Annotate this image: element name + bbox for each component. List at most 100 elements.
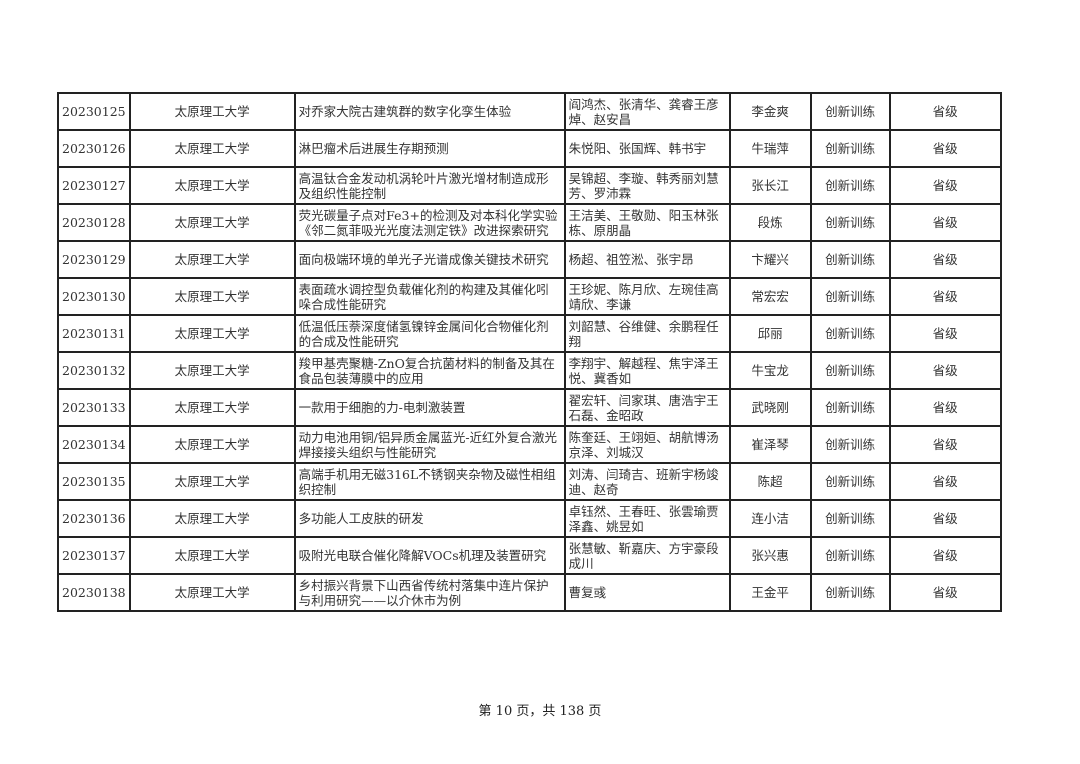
members-cell: 杨超、祖笠淞、张宇昂 (563, 240, 731, 279)
school-cell: 太原理工大学 (128, 536, 296, 575)
project-level-cell: 省级 (888, 166, 1002, 205)
table-row: 20230128 太原理工大学 荧光碳量子点对Fe3+的检测及对本科化学实验《邻二氮… (57, 203, 1002, 242)
project-name-cell: 动力电池用铜/铝异质金属蓝光-近红外复合激光焊接接头组织与性能研究 (293, 425, 566, 464)
table-row: 20230131 太原理工大学 低温低压萘深度储氢镍锌金属间化合物催化剂的合成及性能… (57, 314, 1002, 353)
project-id-cell: 20230133 (57, 388, 131, 427)
advisor-cell: 段炼 (728, 203, 812, 242)
school-cell: 太原理工大学 (128, 499, 296, 538)
project-level-cell: 省级 (888, 425, 1002, 464)
table-row: 20230137 太原理工大学 吸附光电联合催化降解VOCs机理及装置研究 张慧敏、靳… (57, 536, 1002, 575)
table-row: 20230132 太原理工大学 羧甲基壳聚糖-ZnO复合抗菌材料的制备及其在食品包装… (57, 351, 1002, 390)
project-level-cell: 省级 (888, 573, 1002, 612)
table-row: 20230129 太原理工大学 面向极端环境的单光子光谱成像关键技术研究 杨超、祖笠淞… (57, 240, 1002, 279)
project-level-cell: 省级 (888, 388, 1002, 427)
project-name-cell: 一款用于细胞的力-电刺激装置 (293, 388, 566, 427)
members-cell: 吴锦超、李璇、韩秀丽刘慧芳、罗沛霖 (563, 166, 731, 205)
project-id-cell: 20230125 (57, 92, 131, 131)
advisor-cell: 牛瑞萍 (728, 129, 812, 168)
members-cell: 陈奎廷、王翊姮、胡航博汤京泽、刘城汉 (563, 425, 731, 464)
advisor-cell: 张兴惠 (728, 536, 812, 575)
project-level-cell: 省级 (888, 129, 1002, 168)
advisor-cell: 卞耀兴 (728, 240, 812, 279)
advisor-cell: 邱丽 (728, 314, 812, 353)
project-type-cell: 创新训练 (809, 462, 891, 501)
project-id-cell: 20230136 (57, 499, 131, 538)
advisor-cell: 王金平 (728, 573, 812, 612)
project-type-cell: 创新训练 (809, 351, 891, 390)
school-cell: 太原理工大学 (128, 314, 296, 353)
project-type-cell: 创新训练 (809, 499, 891, 538)
table-row: 20230138 太原理工大学 乡村振兴背景下山西省传统村落集中连片保护与利用研究—… (57, 573, 1002, 612)
school-cell: 太原理工大学 (128, 92, 296, 131)
project-name-cell: 羧甲基壳聚糖-ZnO复合抗菌材料的制备及其在食品包装薄膜中的应用 (293, 351, 566, 390)
project-level-cell: 省级 (888, 351, 1002, 390)
project-name-cell: 高端手机用无磁316L不锈钢夹杂物及磁性相组织控制 (293, 462, 566, 501)
school-cell: 太原理工大学 (128, 351, 296, 390)
project-type-cell: 创新训练 (809, 425, 891, 464)
members-cell: 李翔宇、解越程、焦宇泽王悦、冀香如 (563, 351, 731, 390)
project-type-cell: 创新训练 (809, 314, 891, 353)
advisor-cell: 连小洁 (728, 499, 812, 538)
project-type-cell: 创新训练 (809, 129, 891, 168)
school-cell: 太原理工大学 (128, 203, 296, 242)
project-id-cell: 20230127 (57, 166, 131, 205)
members-cell: 张慧敏、靳嘉庆、方宇豪段成川 (563, 536, 731, 575)
school-cell: 太原理工大学 (128, 277, 296, 316)
members-cell: 刘涛、闫琦吉、班新宇杨竣迪、赵奇 (563, 462, 731, 501)
advisor-cell: 常宏宏 (728, 277, 812, 316)
project-id-cell: 20230132 (57, 351, 131, 390)
project-id-cell: 20230128 (57, 203, 131, 242)
project-name-cell: 吸附光电联合催化降解VOCs机理及装置研究 (293, 536, 566, 575)
project-id-cell: 20230130 (57, 277, 131, 316)
project-name-cell: 对乔家大院古建筑群的数字化孪生体验 (293, 92, 566, 131)
project-id-cell: 20230134 (57, 425, 131, 464)
project-type-cell: 创新训练 (809, 277, 891, 316)
advisor-cell: 武晓刚 (728, 388, 812, 427)
table-row: 20230130 太原理工大学 表面疏水调控型负载催化剂的构建及其催化吲哚合成性能研… (57, 277, 1002, 316)
project-type-cell: 创新训练 (809, 240, 891, 279)
advisor-cell: 牛宝龙 (728, 351, 812, 390)
members-cell: 朱悦阳、张国辉、韩书宇 (563, 129, 731, 168)
table-row: 20230126 太原理工大学 淋巴瘤术后进展生存期预测 朱悦阳、张国辉、韩书宇 牛瑞萍… (57, 129, 1002, 168)
project-type-cell: 创新训练 (809, 388, 891, 427)
school-cell: 太原理工大学 (128, 573, 296, 612)
advisor-cell: 陈超 (728, 462, 812, 501)
page-number: 第 10 页，共 138 页 (478, 704, 602, 719)
advisor-cell: 李金爽 (728, 92, 812, 131)
project-level-cell: 省级 (888, 462, 1002, 501)
project-name-cell: 淋巴瘤术后进展生存期预测 (293, 129, 566, 168)
project-level-cell: 省级 (888, 277, 1002, 316)
members-cell: 王珍妮、陈月欣、左琬佳高靖欣、李谦 (563, 277, 731, 316)
school-cell: 太原理工大学 (128, 240, 296, 279)
project-name-cell: 多功能人工皮肤的研发 (293, 499, 566, 538)
project-id-cell: 20230131 (57, 314, 131, 353)
table-row: 20230134 太原理工大学 动力电池用铜/铝异质金属蓝光-近红外复合激光焊接接头… (57, 425, 1002, 464)
project-level-cell: 省级 (888, 536, 1002, 575)
project-type-cell: 创新训练 (809, 166, 891, 205)
advisor-cell: 崔泽琴 (728, 425, 812, 464)
table-row: 20230133 太原理工大学 一款用于细胞的力-电刺激装置 翟宏轩、闫家琪、唐浩宇王… (57, 388, 1002, 427)
project-level-cell: 省级 (888, 240, 1002, 279)
table-row: 20230136 太原理工大学 多功能人工皮肤的研发 卓钰然、王春旺、张雲瑜贾泽鑫、姚… (57, 499, 1002, 538)
project-id-cell: 20230135 (57, 462, 131, 501)
project-level-cell: 省级 (888, 92, 1002, 131)
project-level-cell: 省级 (888, 499, 1002, 538)
project-id-cell: 20230138 (57, 573, 131, 612)
project-name-cell: 面向极端环境的单光子光谱成像关键技术研究 (293, 240, 566, 279)
school-cell: 太原理工大学 (128, 462, 296, 501)
project-type-cell: 创新训练 (809, 536, 891, 575)
project-id-cell: 20230126 (57, 129, 131, 168)
project-level-cell: 省级 (888, 314, 1002, 353)
table-row: 20230135 太原理工大学 高端手机用无磁316L不锈钢夹杂物及磁性相组织控制刘… (57, 462, 1002, 501)
advisor-cell: 张长江 (728, 166, 812, 205)
members-cell: 翟宏轩、闫家琪、唐浩宇王石磊、金昭政 (563, 388, 731, 427)
table-row: 20230127 太原理工大学 高温钛合金发动机涡轮叶片激光增材制造成形及组织性能控… (57, 166, 1002, 205)
project-level-cell: 省级 (888, 203, 1002, 242)
project-type-cell: 创新训练 (809, 92, 891, 131)
project-name-cell: 高温钛合金发动机涡轮叶片激光增材制造成形及组织性能控制 (293, 166, 566, 205)
project-id-cell: 20230137 (57, 536, 131, 575)
members-cell: 刘韶慧、谷维健、余鹏程任翔 (563, 314, 731, 353)
members-cell: 卓钰然、王春旺、张雲瑜贾泽鑫、姚昱如 (563, 499, 731, 538)
members-cell: 曹复彧 (563, 573, 731, 612)
project-name-cell: 荧光碳量子点对Fe3+的检测及对本科化学实验《邻二氮菲吸光光度法测定铁》改进探索… (293, 203, 566, 242)
